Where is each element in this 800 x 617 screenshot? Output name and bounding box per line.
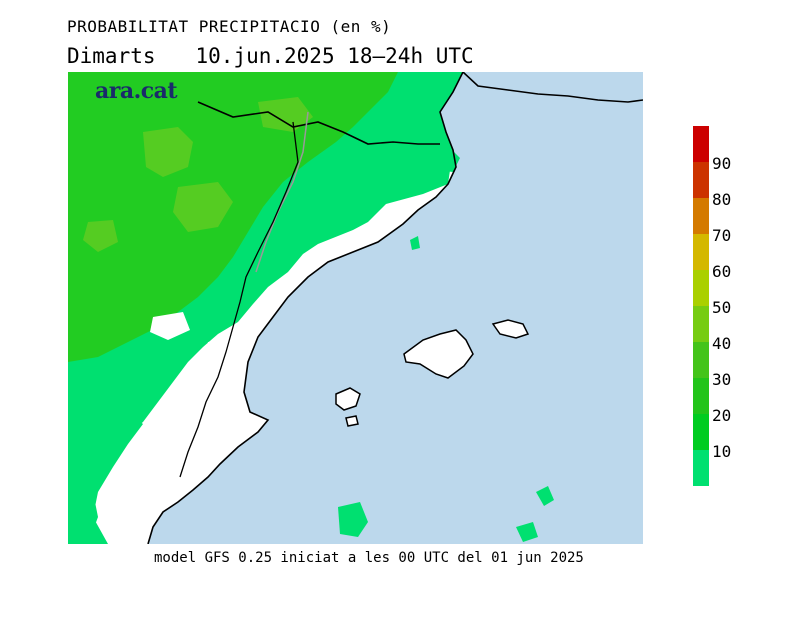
ara-cat-logo: ara.cat (95, 78, 178, 104)
legend-label-70: 70 (712, 226, 732, 245)
legend-swatch-20 (693, 378, 709, 414)
precip-sea-patch-c (536, 486, 554, 506)
legend-swatch-60 (693, 234, 709, 270)
island-ibiza (335, 387, 361, 411)
dry-pocket-a (150, 312, 190, 340)
precip-sea-patch-e (410, 236, 420, 250)
border-region-2 (179, 121, 299, 478)
precip-zone-10-south (68, 412, 143, 544)
dry-pocket-b (203, 340, 238, 372)
border-country (197, 101, 440, 145)
legend-swatch-10 (693, 414, 709, 450)
precip-sea-patch-a (428, 146, 460, 172)
precip-zone-30-b (173, 182, 233, 232)
legend-label-10: 10 (712, 442, 732, 461)
forecast-day: Dimarts (67, 44, 156, 68)
island-formentera (345, 415, 359, 427)
legend-swatch-40 (693, 306, 709, 342)
legend-swatch-80 (693, 162, 709, 198)
legend-swatch-90plus (693, 126, 709, 162)
border-region (255, 111, 309, 273)
chart-subtitle: Dimarts 10.jun.2025 18–24h UTC (67, 44, 514, 68)
legend-label-90: 90 (712, 154, 732, 173)
legend-swatch-30 (693, 342, 709, 378)
legend-label-20: 20 (712, 406, 732, 425)
precip-zone-30-a (143, 127, 193, 177)
precipitation-map (68, 72, 643, 544)
legend-swatch-70 (693, 198, 709, 234)
legend-swatch-0 (693, 450, 709, 486)
model-info-footer: model GFS 0.25 iniciat a les 00 UTC del … (154, 550, 584, 566)
island-menorca (491, 319, 530, 339)
legend-label-30: 30 (712, 370, 732, 389)
coastline (147, 72, 464, 544)
precip-sea-patch-b (338, 502, 368, 537)
precip-sea-patch-d (516, 522, 538, 542)
legend-label-80: 80 (712, 190, 732, 209)
precip-zone-30-c (258, 97, 313, 132)
legend-colorbar (693, 126, 709, 486)
forecast-date-range: 10.jun.2025 18–24h UTC (195, 44, 474, 68)
coastline-france (462, 72, 643, 103)
legend-label-50: 50 (712, 298, 732, 317)
chart-title: PROBABILITAT PRECIPITACIO (en %) (67, 17, 392, 36)
precip-zone-30-d (83, 220, 118, 252)
legend-label-60: 60 (712, 262, 732, 281)
legend-label-40: 40 (712, 334, 732, 353)
island-mallorca (403, 329, 474, 379)
legend-swatch-50 (693, 270, 709, 306)
